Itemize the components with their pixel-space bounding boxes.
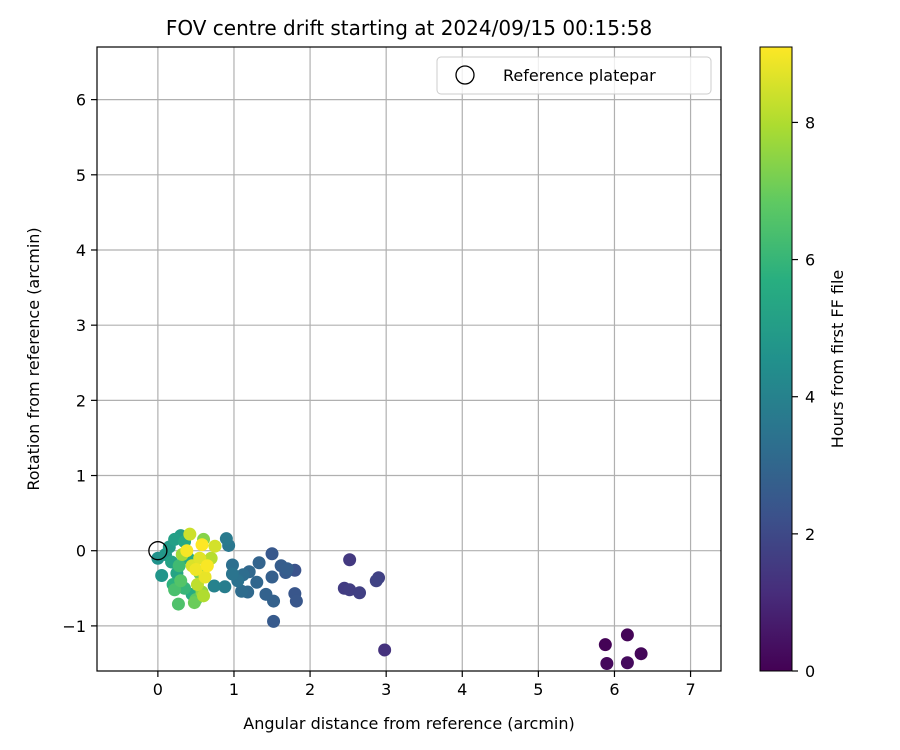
x-tick-label: 3	[381, 680, 391, 699]
data-point	[634, 647, 648, 661]
y-tick-label: 0	[76, 542, 86, 561]
x-axis-label: Angular distance from reference (arcmin)	[243, 714, 574, 733]
x-axis-ticks: 0 1 2 3 4 5 6 7	[153, 671, 696, 699]
data-point	[369, 574, 383, 588]
y-tick-label: 6	[76, 91, 86, 110]
data-point	[183, 527, 197, 541]
y-tick-label: 4	[76, 241, 86, 260]
x-tick-label: 0	[153, 680, 163, 699]
chart-title: FOV centre drift starting at 2024/09/15 …	[166, 16, 652, 40]
data-point	[187, 596, 201, 610]
data-point	[620, 656, 634, 670]
data-point	[343, 553, 357, 567]
y-tick-label: 2	[76, 391, 86, 410]
data-point	[180, 544, 194, 558]
colorbar-gradient	[759, 46, 793, 672]
x-tick-label: 2	[305, 680, 315, 699]
x-tick-label: 1	[229, 680, 239, 699]
data-point	[353, 586, 367, 600]
data-point	[195, 538, 209, 552]
x-tick-label: 7	[685, 680, 695, 699]
data-point	[343, 583, 357, 597]
data-point	[250, 575, 264, 589]
colorbar-tick-label: 0	[805, 662, 815, 681]
legend-box	[436, 56, 712, 95]
data-point	[225, 567, 239, 581]
colorbar-tick-label: 4	[805, 388, 815, 407]
y-tick-label: 1	[76, 467, 86, 486]
legend-marker-open-circle	[455, 65, 475, 85]
colorbar-ticks: 0 2 4 6 8	[792, 113, 815, 681]
data-point	[172, 559, 186, 573]
data-point	[208, 539, 222, 553]
colorbar: 0 2 4 6 8 Hours from first FF file	[759, 46, 847, 681]
y-tick-label: −1	[62, 617, 86, 636]
data-point	[289, 594, 303, 608]
data-point	[174, 574, 188, 588]
data-point	[280, 562, 294, 576]
plot-frame	[96, 46, 722, 672]
x-tick-label: 5	[533, 680, 543, 699]
colorbar-tick-label: 6	[805, 251, 815, 270]
y-axis-label: Rotation from reference (arcmin)	[24, 227, 43, 490]
reference-platepar-marker	[148, 541, 168, 561]
data-point	[218, 580, 232, 594]
data-point	[189, 563, 203, 577]
data-point	[598, 638, 612, 652]
data-point	[265, 570, 279, 584]
data-point	[207, 579, 221, 593]
data-point	[168, 532, 182, 546]
x-tick-label: 6	[609, 680, 619, 699]
colorbar-tick-label: 2	[805, 525, 815, 544]
data-point	[225, 558, 239, 572]
y-axis-ticks: −1 0 1 2 3 4 5 6	[62, 91, 97, 636]
legend-entry-reference-platepar: Reference platepar	[503, 66, 656, 85]
x-tick-label: 4	[457, 680, 467, 699]
data-point	[198, 570, 212, 584]
data-point	[378, 643, 392, 657]
data-point	[252, 556, 266, 570]
data-point	[259, 587, 273, 601]
data-point	[620, 628, 634, 642]
data-point	[171, 597, 185, 611]
y-tick-label: 5	[76, 166, 86, 185]
y-tick-label: 3	[76, 316, 86, 335]
data-point	[197, 589, 211, 603]
grid	[97, 47, 721, 671]
data-point	[265, 547, 279, 561]
data-point	[200, 559, 214, 573]
reference-marker	[148, 541, 168, 561]
data-point	[267, 614, 281, 628]
data-point	[155, 569, 169, 583]
data-point	[219, 532, 233, 546]
colorbar-label: Hours from first FF file	[828, 270, 847, 449]
data-point	[600, 656, 614, 670]
colorbar-tick-label: 8	[805, 113, 815, 132]
data-points	[151, 527, 648, 670]
data-point	[235, 584, 249, 598]
legend: Reference platepar	[436, 56, 712, 95]
